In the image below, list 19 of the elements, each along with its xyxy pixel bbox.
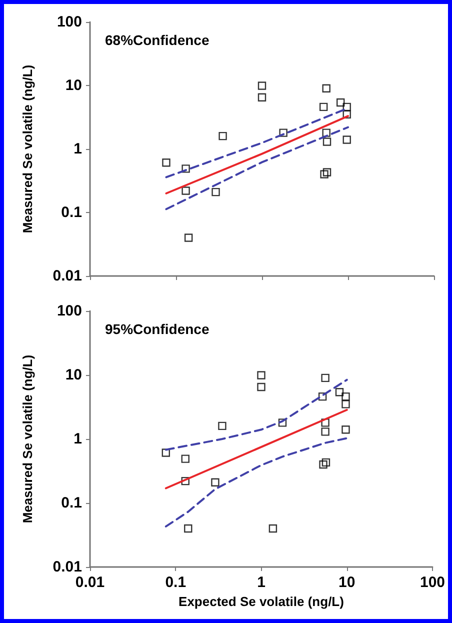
- y-tick-label: 0.1: [61, 494, 82, 512]
- y-tick-label: 10: [65, 77, 82, 94]
- y-axis-title: Measured Se volatile (ng/L): [20, 64, 35, 234]
- x-tick-label: 0.1: [165, 574, 186, 591]
- x-tick-label: 1: [257, 574, 266, 591]
- y-tick-label: 10: [65, 366, 82, 384]
- text: 95%Confidence: [105, 321, 210, 337]
- y-tick-label: 0.01: [52, 268, 82, 284]
- text: 68%Confidence: [105, 32, 210, 48]
- y-tick-label: 1: [74, 430, 82, 448]
- x-tick-label: 10: [338, 574, 356, 591]
- y-tick-label: 0.1: [61, 204, 82, 221]
- x-tick-label: 100: [420, 574, 445, 591]
- y-tick-label: 100: [56, 302, 82, 320]
- y-tick-label: 0.01: [52, 558, 82, 576]
- y-axis-title: Measured Se volatile (ng/L): [20, 354, 35, 524]
- y-tick-label: 1: [74, 140, 82, 158]
- x-axis-title: Expected Se volatile (ng/L): [178, 594, 344, 609]
- y-tick-label: 100: [56, 14, 82, 30]
